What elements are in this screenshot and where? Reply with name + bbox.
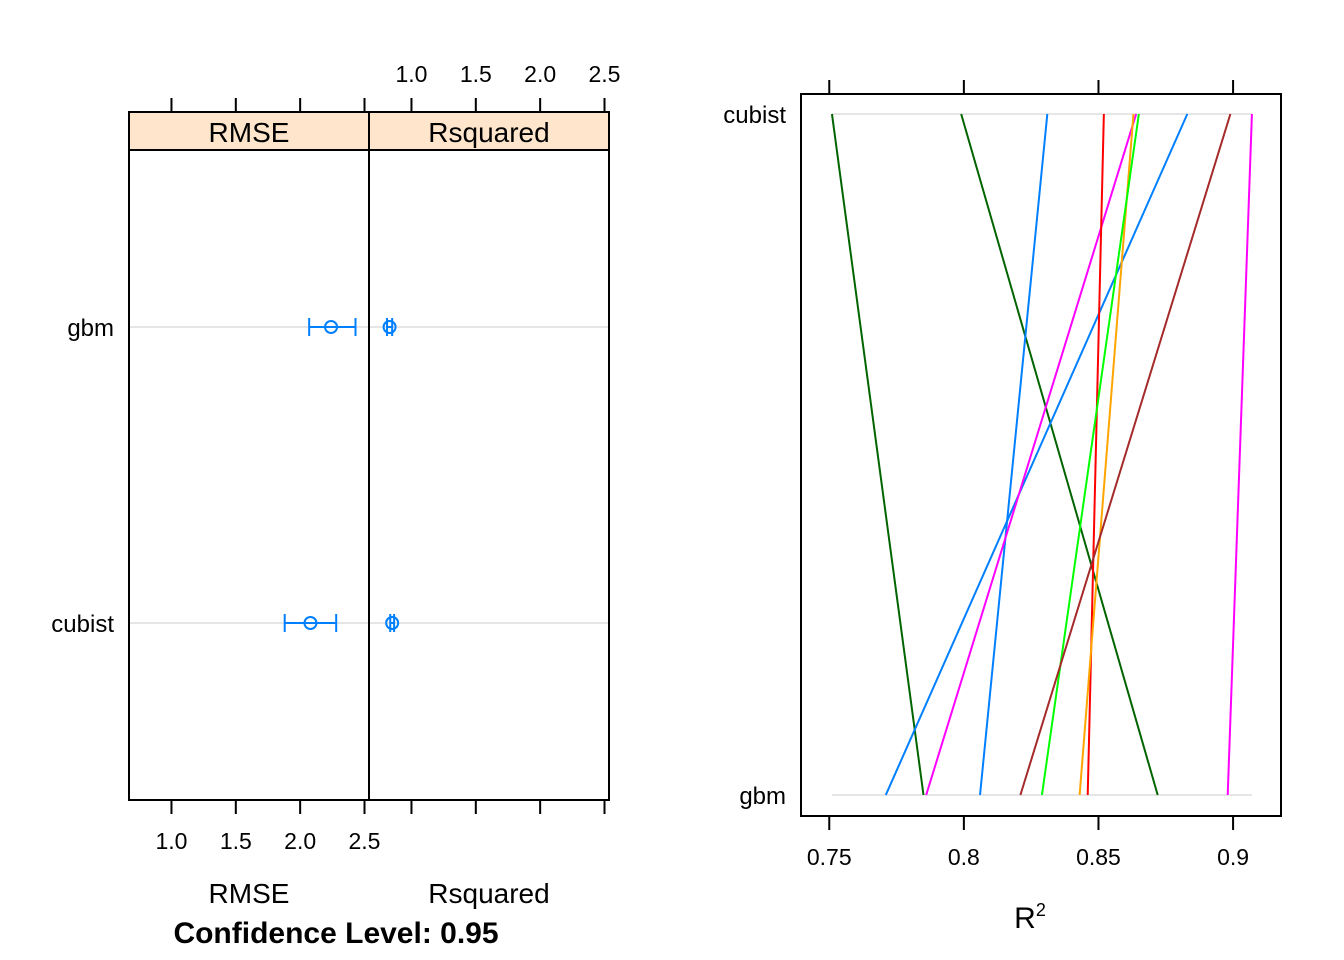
axis-label-rsquared: Rsquared <box>428 878 549 909</box>
category-labels: gbm cubist <box>51 315 114 638</box>
parallel-line-6 <box>1086 113 1105 796</box>
strip-rsquared <box>368 111 610 151</box>
parallel-line-1 <box>960 113 1159 796</box>
point-estimate <box>324 320 339 334</box>
point-estimate <box>382 320 397 334</box>
parallel-line-2 <box>979 113 1049 796</box>
strip-label-rmse: RMSE <box>209 117 290 148</box>
tick-label-rmse-1: 1.5 <box>220 828 252 854</box>
tick-label-rsquared-0: 1.0 <box>395 61 427 87</box>
axis-label-rmse: RMSE <box>209 878 290 909</box>
x-axis-label: R2 <box>1014 900 1046 935</box>
parallel-line-4 <box>925 113 1138 796</box>
errorbar-rsquared-gbm <box>382 318 397 336</box>
parallel-line-0 <box>830 113 925 796</box>
y-level-label-gbm: gbm <box>739 783 786 810</box>
parallel-lines <box>830 113 1253 796</box>
errorbar-rmse-gbm <box>308 318 357 336</box>
tick-label-rsquared-2: 2.0 <box>524 61 556 87</box>
strip-label-rsquared: Rsquared <box>428 117 549 148</box>
x-tick-label-3: 0.9 <box>1217 844 1249 870</box>
tick-label-rsquared-3: 2.5 <box>589 61 621 87</box>
point-estimate <box>303 616 318 630</box>
plot-frame <box>800 93 1282 817</box>
axis-ticks: 0.75 0.8 0.85 0.9 <box>807 80 1249 870</box>
x-tick-label-0: 0.75 <box>807 844 852 870</box>
x-tick-label-1: 0.8 <box>948 844 980 870</box>
tick-label-rmse-0: 1.0 <box>155 828 187 854</box>
category-label-gbm: gbm <box>67 315 114 342</box>
confidence-footer: Confidence Level: 0.95 <box>173 917 498 950</box>
parallel-line-5 <box>1226 113 1253 796</box>
parallel-line-3 <box>884 113 1189 796</box>
panel-rsquared-frame <box>368 149 610 801</box>
errorbar-rsquared-cubist <box>385 614 400 632</box>
tick-label-rsquared-1: 1.5 <box>460 61 492 87</box>
errorbar-marks <box>283 318 400 632</box>
category-label-cubist: cubist <box>51 611 114 638</box>
reference-lines <box>831 113 1252 796</box>
x-axis-label-base: R <box>1014 902 1036 935</box>
point-estimate <box>385 616 400 630</box>
x-axis-label-superscript: 2 <box>1036 900 1046 920</box>
panel-rmse-frame <box>128 149 370 801</box>
errorbar-rmse-cubist <box>283 614 338 632</box>
tick-label-rmse-2: 2.0 <box>284 828 316 854</box>
parallel-line-8 <box>1040 113 1140 796</box>
y-level-labels: gbm cubist <box>723 102 786 810</box>
y-level-label-cubist: cubist <box>723 102 786 129</box>
parallel-plot: 0.75 0.8 0.85 0.9 gbm cubist R2 <box>723 80 1282 935</box>
parallel-line-9 <box>1019 113 1232 796</box>
parallel-line-7 <box>1078 113 1135 796</box>
confidence-dotplot: RMSE Rsquared 1.0 1.5 2.0 2.5 1.0 1.5 2.0 2.5 g… <box>51 61 620 950</box>
x-tick-label-2: 0.85 <box>1076 844 1121 870</box>
axis-ticks: 1.0 1.5 2.0 2.5 1.0 1.5 2.0 2.5 <box>155 61 620 854</box>
tick-label-rmse-3: 2.5 <box>349 828 381 854</box>
